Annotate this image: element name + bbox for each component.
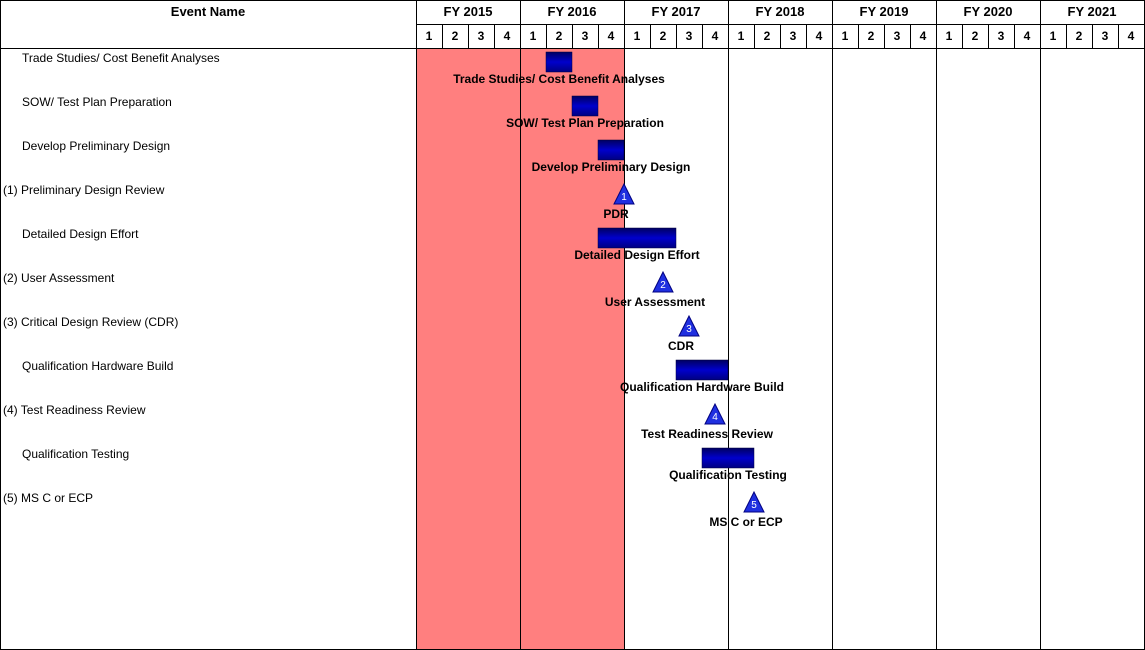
- quarter-label: 2: [1076, 29, 1083, 43]
- event-name: (5) MS C or ECP: [3, 491, 93, 505]
- quarter-label: 4: [504, 29, 511, 43]
- task-bar: [675, 359, 729, 381]
- fiscal-year-label: FY 2015: [444, 4, 493, 19]
- quarter-label: 2: [660, 29, 667, 43]
- quarter-label: 3: [894, 29, 901, 43]
- quarter-label: 3: [478, 29, 485, 43]
- event-name: (4) Test Readiness Review: [3, 403, 146, 417]
- fiscal-year-label: FY 2018: [756, 4, 805, 19]
- event-name: Detailed Design Effort: [22, 227, 139, 241]
- event-name: (2) User Assessment: [3, 271, 115, 285]
- task-bar-label: Detailed Design Effort: [574, 248, 699, 262]
- milestone-number: 2: [660, 280, 666, 291]
- event-name: (3) Critical Design Review (CDR): [3, 315, 178, 329]
- milestone-label: CDR: [668, 339, 694, 353]
- task-bar: [545, 51, 573, 73]
- quarter-label: 2: [452, 29, 459, 43]
- fiscal-year-label: FY 2021: [1068, 4, 1117, 19]
- quarter-label: 3: [998, 29, 1005, 43]
- event-name: (1) Preliminary Design Review: [3, 183, 165, 197]
- quarter-label: 1: [426, 29, 433, 43]
- fiscal-year-label: FY 2019: [860, 4, 909, 19]
- milestone-triangle: [613, 182, 635, 205]
- quarter-label: 2: [972, 29, 979, 43]
- task-bar-label: Develop Preliminary Design: [532, 160, 691, 174]
- event-name: Qualification Hardware Build: [22, 359, 173, 373]
- quarter-label: 4: [816, 29, 823, 43]
- fiscal-year-label: FY 2020: [964, 4, 1013, 19]
- milestone-triangle: [743, 490, 765, 513]
- quarter-label: 4: [920, 29, 927, 43]
- fiscal-year-label: FY 2017: [652, 4, 701, 19]
- quarter-label: 1: [1050, 29, 1057, 43]
- quarter-label: 1: [530, 29, 537, 43]
- event-name: SOW/ Test Plan Preparation: [22, 95, 172, 109]
- event-name: Develop Preliminary Design: [22, 139, 170, 153]
- quarter-label: 3: [790, 29, 797, 43]
- quarter-label: 2: [868, 29, 875, 43]
- quarter-label: 1: [738, 29, 745, 43]
- milestone-number: 1: [621, 192, 627, 203]
- quarter-label: 4: [608, 29, 615, 43]
- quarter-label: 4: [1128, 29, 1135, 43]
- task-bar-label: Trade Studies/ Cost Benefit Analyses: [453, 72, 665, 86]
- milestone-number: 3: [686, 324, 692, 335]
- milestone-number: 5: [751, 500, 757, 511]
- task-bar: [571, 95, 599, 117]
- milestone-triangle: [678, 314, 700, 337]
- quarter-label: 2: [556, 29, 563, 43]
- quarter-label: 4: [712, 29, 719, 43]
- quarter-label: 1: [946, 29, 953, 43]
- quarter-label: 3: [686, 29, 693, 43]
- milestone-number: 4: [712, 412, 718, 423]
- quarter-label: 1: [842, 29, 849, 43]
- quarter-label: 3: [1102, 29, 1109, 43]
- milestone-triangle: [704, 402, 726, 425]
- milestone-label: PDR: [603, 207, 629, 221]
- milestone-label: MS C or ECP: [709, 515, 782, 529]
- task-bar: [701, 447, 755, 469]
- milestone-triangle: [652, 270, 674, 293]
- quarter-label: 4: [1024, 29, 1031, 43]
- event-column-title: Event Name: [171, 4, 245, 19]
- fiscal-year-label: FY 2016: [548, 4, 597, 19]
- task-bar-label: SOW/ Test Plan Preparation: [506, 116, 664, 130]
- task-bar: [597, 227, 677, 249]
- event-name: Trade Studies/ Cost Benefit Analyses: [22, 51, 220, 65]
- quarter-label: 3: [582, 29, 589, 43]
- task-bar: [597, 139, 625, 161]
- task-bar-label: Qualification Testing: [669, 468, 787, 482]
- event-name: Qualification Testing: [22, 447, 129, 461]
- milestone-label: User Assessment: [605, 295, 705, 309]
- task-bar-label: Qualification Hardware Build: [620, 380, 784, 394]
- quarter-label: 2: [764, 29, 771, 43]
- quarter-label: 1: [634, 29, 641, 43]
- milestone-label: Test Readiness Review: [641, 427, 774, 441]
